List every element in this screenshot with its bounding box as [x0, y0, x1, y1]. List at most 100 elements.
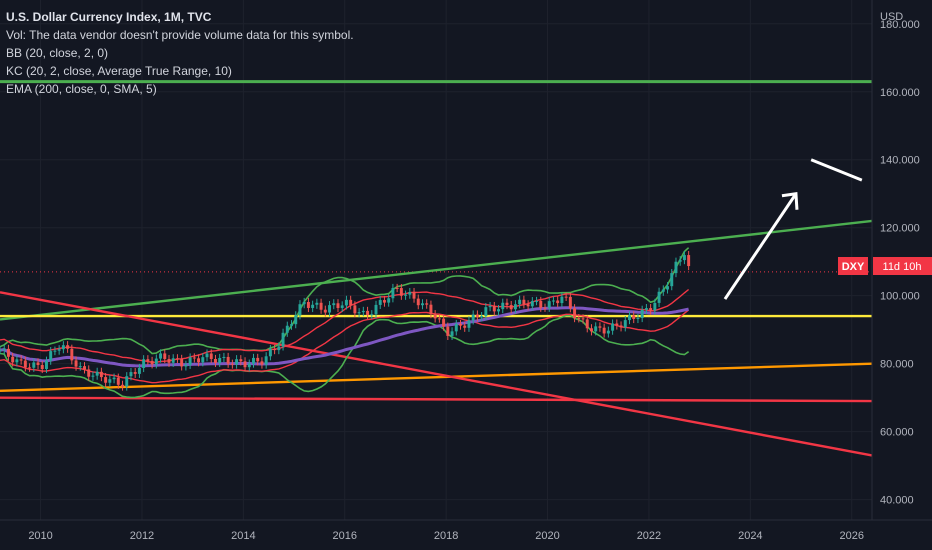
- arrow-down-right-shaft: [810, 158, 863, 182]
- candle-body: [416, 298, 420, 306]
- candle-body: [175, 358, 179, 360]
- candle-body: [573, 308, 577, 319]
- kc-upper-band: [0, 288, 690, 364]
- candle-body: [209, 353, 213, 359]
- candle-body: [6, 348, 10, 357]
- candle-body: [547, 301, 551, 308]
- x-tick-label: 2014: [231, 530, 255, 542]
- candle-body: [378, 300, 382, 305]
- symbol-label: DXY: [842, 261, 865, 273]
- candle-body: [171, 358, 175, 363]
- candle-body: [577, 318, 581, 320]
- candle-body: [589, 328, 593, 332]
- candle-body: [49, 351, 53, 361]
- candle-body: [399, 288, 403, 296]
- candle-body: [492, 306, 496, 312]
- candle-body: [513, 304, 517, 310]
- candle-body: [226, 356, 230, 364]
- candle-body: [408, 292, 412, 295]
- candle-body: [644, 308, 648, 310]
- y-tick-label: 120.000: [880, 223, 920, 235]
- candle-body: [480, 316, 484, 318]
- candle-body: [606, 330, 610, 334]
- candle-body: [459, 323, 462, 326]
- candle-body: [0, 350, 2, 352]
- countdown-label: 11d 10h: [883, 261, 922, 273]
- candle-body: [623, 320, 627, 328]
- candle-body: [268, 348, 272, 357]
- y-tick-label: 100.000: [880, 291, 920, 303]
- candle-body: [611, 323, 615, 331]
- legend-kc[interactable]: KC (20, 2, close, Average True Range, 10…: [6, 64, 232, 78]
- candle-body: [446, 326, 450, 336]
- candle-body: [74, 360, 78, 367]
- legend-ema[interactable]: EMA (200, close, 0, SMA, 5): [6, 82, 157, 96]
- candle-body: [218, 357, 222, 363]
- candle-body: [522, 299, 526, 305]
- y-tick-label: 40.000: [880, 495, 914, 507]
- candle-body: [505, 302, 509, 306]
- trend-line: [0, 362, 873, 393]
- candle-body: [70, 348, 74, 361]
- candle-body: [484, 307, 488, 317]
- candle-body: [328, 305, 332, 313]
- candle-body: [632, 315, 636, 319]
- candle-body: [235, 359, 239, 365]
- candle-body: [530, 301, 534, 307]
- candle-body: [184, 364, 188, 367]
- ema-line: [0, 306, 689, 368]
- candle-body: [19, 359, 23, 361]
- candle-body: [450, 331, 454, 336]
- price-candles[interactable]: [0, 250, 691, 391]
- x-tick-label: 2026: [839, 530, 863, 542]
- legend-bb[interactable]: BB (20, close, 2, 0): [6, 46, 109, 60]
- candle-body: [437, 318, 441, 320]
- candle-body: [560, 296, 564, 304]
- candle-body: [163, 353, 167, 360]
- candle-body: [349, 299, 353, 306]
- candle-body: [319, 302, 323, 310]
- candle-body: [294, 315, 298, 325]
- candle-body: [640, 309, 644, 319]
- candle-body: [2, 348, 6, 351]
- candle-body: [23, 360, 27, 368]
- candle-body: [382, 300, 386, 303]
- time-axis[interactable]: 2010 2012 2014 2016 2018 2020 2022 2024 2026: [0, 519, 932, 550]
- candle-body: [657, 291, 661, 303]
- candle-body: [387, 298, 391, 303]
- x-tick-label: 2024: [738, 530, 762, 542]
- candle-body: [277, 346, 281, 351]
- candle-body: [551, 300, 555, 302]
- x-tick-label: 2022: [637, 530, 661, 542]
- candle-body: [615, 323, 619, 326]
- candle-body: [467, 320, 471, 328]
- legend-vol[interactable]: Vol: The data vendor doesn't provide vol…: [6, 28, 354, 42]
- candle-body: [598, 326, 602, 328]
- candle-body: [391, 287, 395, 299]
- candle-body: [290, 324, 293, 326]
- candle-body: [581, 318, 585, 320]
- candle-body: [146, 359, 150, 361]
- candle-body: [108, 379, 112, 383]
- candle-body: [61, 345, 65, 350]
- arrow-annotations[interactable]: [723, 158, 863, 300]
- candle-body: [556, 300, 560, 304]
- x-tick-label: 2012: [130, 530, 154, 542]
- candle-body: [40, 365, 44, 369]
- candle-body: [306, 301, 310, 308]
- candle-body: [636, 318, 640, 320]
- candle-body: [188, 357, 192, 365]
- candle-body: [429, 304, 433, 315]
- candle-body: [442, 318, 446, 327]
- candle-body: [509, 305, 513, 310]
- y-tick-label: 80.000: [880, 359, 914, 371]
- candle-body: [95, 371, 99, 376]
- candle-body: [112, 377, 116, 380]
- candle-body: [535, 300, 539, 302]
- candle-body: [87, 369, 91, 377]
- legend-title[interactable]: U.S. Dollar Currency Index, 1M, TVC: [6, 10, 212, 24]
- candle-body: [361, 310, 365, 313]
- trend-line: [0, 396, 873, 403]
- candle-body: [252, 357, 255, 364]
